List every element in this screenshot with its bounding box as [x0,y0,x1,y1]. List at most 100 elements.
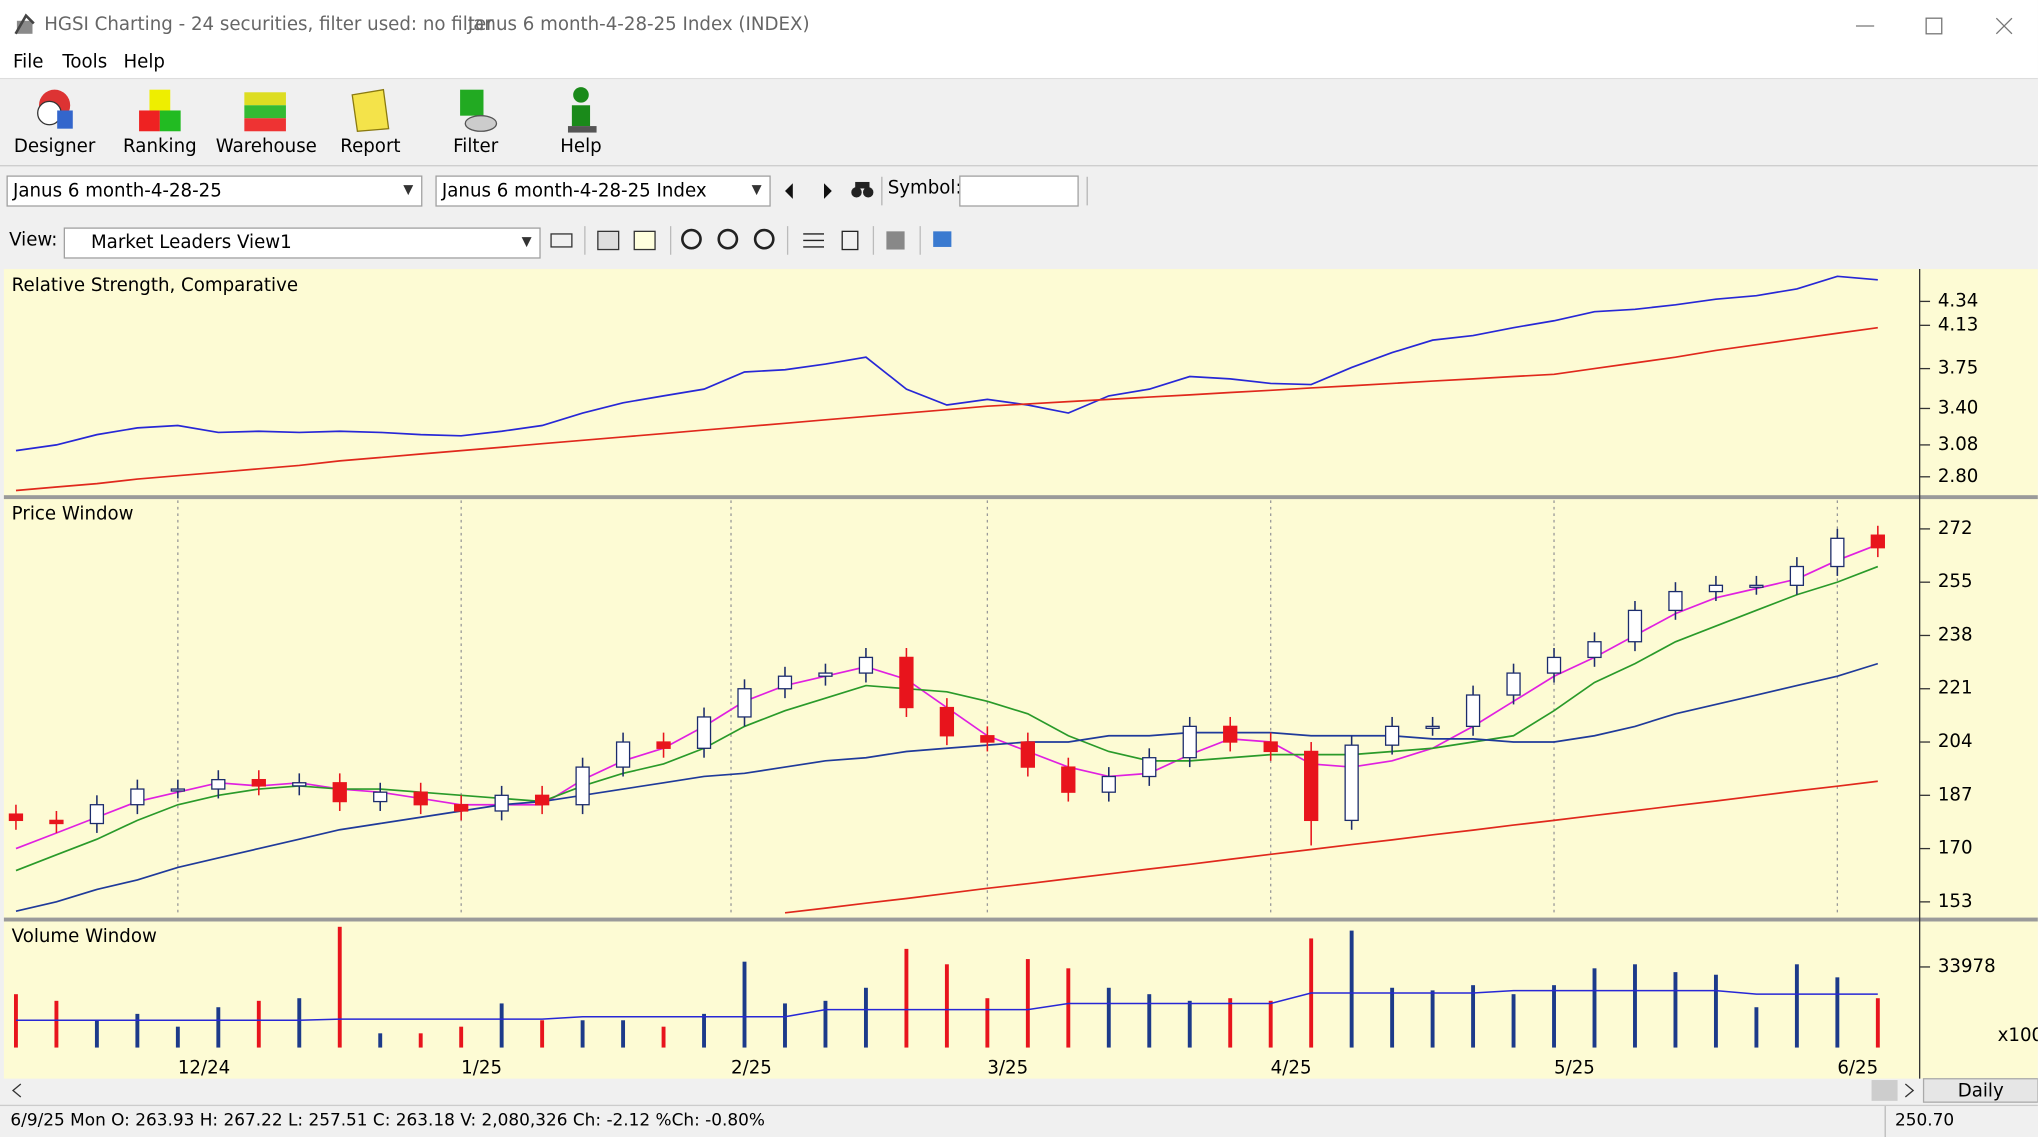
candle-body [1627,609,1643,643]
volume-bar [1187,1000,1192,1048]
volume-bar [337,926,342,1048]
series-line [15,662,1879,913]
security-combo[interactable]: Janus 6 month-4-28-25 Index ▼ [435,175,771,207]
warehouse-button[interactable]: Warehouse [216,82,317,165]
button-label: Designer [13,136,96,158]
series-line [15,565,1879,872]
candle-body [534,794,550,806]
y-tick-label: 153 [1938,891,1973,912]
view-tools[interactable] [546,224,975,258]
button-label: Filter [453,136,499,158]
volume-bar [54,1000,59,1048]
candle-body [1546,656,1562,674]
button-label: Help [560,136,602,158]
volume-bar [823,1000,828,1048]
candle-body [170,788,185,792]
y-tick-label: 3.40 [1938,397,1978,418]
volume-bar [1471,985,1476,1048]
candle-body [292,782,307,787]
x-tick-label: 2/25 [731,1057,772,1078]
candle-body [1061,766,1076,793]
candle-body [777,675,793,690]
volume-bar [1430,990,1435,1048]
candle-body [899,656,914,709]
title-bar: HGSI Charting - 24 securities, filter us… [0,0,2038,52]
series-line [15,275,1878,452]
combo-text: Janus 6 month-4-28-25 Index [441,180,707,202]
x-tick-label: 6/25 [1837,1057,1878,1078]
volume-bar [13,994,18,1048]
candle-body [1668,590,1683,612]
y-tick-label: 3.75 [1938,358,1978,379]
candle-body [575,766,590,806]
ranking-button[interactable]: Ranking [110,82,209,165]
x-tick-label: 5/25 [1554,1057,1595,1078]
candle-body [1587,641,1602,659]
volume-bar [499,1003,504,1048]
menu-item[interactable]: File [12,51,44,73]
report-button[interactable]: Report [321,82,420,165]
app-icon [14,13,35,35]
candle-body [1384,725,1400,746]
help-button[interactable]: Help [532,82,631,165]
volume-bar [94,1020,99,1048]
volume-bar [378,1033,383,1048]
list-combo[interactable]: Janus 6 month-4-28-25 ▼ [6,175,423,207]
scroll-arrows[interactable] [11,1083,1915,1098]
view-combo[interactable]: Market Leaders View1 ▼ [63,227,541,259]
series-line [784,780,1878,914]
volume-bar [985,998,990,1048]
window-controls[interactable] [1846,10,2028,41]
candle-body [413,791,428,806]
volume-bar [863,987,868,1048]
designer-button[interactable]: Designer [5,82,104,165]
filter-button[interactable]: Filter [426,82,525,165]
nav-buttons[interactable] [777,177,881,206]
candle-body [1425,725,1440,729]
button-label: Report [340,136,401,158]
y-tick-label: 170 [1938,838,1973,859]
candle-body [1263,741,1278,753]
menu-bar: File Tools Help [0,49,2038,80]
candle-body [615,741,631,768]
period-label[interactable]: Daily [1958,1081,2004,1102]
volume-unit: x100 [1998,1025,2038,1046]
volume-bar [216,1007,221,1048]
symbol-label: Symbol: [887,178,962,199]
volume-bar [1633,964,1637,1048]
y-tick-label: 4.34 [1938,290,1978,311]
volume-bar [1835,977,1840,1048]
candle-body [49,819,64,825]
volume-bar [1349,930,1354,1048]
candle-body [1020,741,1035,768]
candle-body [251,778,266,787]
volume-bar [1390,987,1395,1048]
y-tick-label: 4.13 [1938,314,1978,335]
candle-body [1506,672,1521,696]
volume-bar [256,1000,261,1048]
scrollbar[interactable] [3,1078,1923,1103]
y-tick-label: 3.08 [1938,434,1978,455]
volume-bar [1794,964,1799,1048]
candle-body [939,706,955,737]
candle-body [494,794,509,812]
y-tick-label: 238 [1938,624,1973,645]
volume-bar [135,1013,140,1048]
volume-bar [702,1013,706,1048]
pane-title: Price Window [12,504,134,525]
chart-background [3,269,2038,1079]
series-line [15,326,1878,492]
candle-body [211,778,226,790]
volume-bar [1066,968,1071,1048]
x-tick-label: 4/25 [1271,1057,1312,1078]
y-tick-label: 2.80 [1938,466,1978,487]
menu-item[interactable]: Tools [62,51,108,73]
symbol-input[interactable] [959,175,1079,207]
scroll-thumb[interactable] [1871,1080,1898,1101]
volume-bar [297,998,302,1048]
button-label: Ranking [123,136,197,158]
candle-body [454,804,469,812]
menu-item[interactable]: Help [123,51,165,73]
